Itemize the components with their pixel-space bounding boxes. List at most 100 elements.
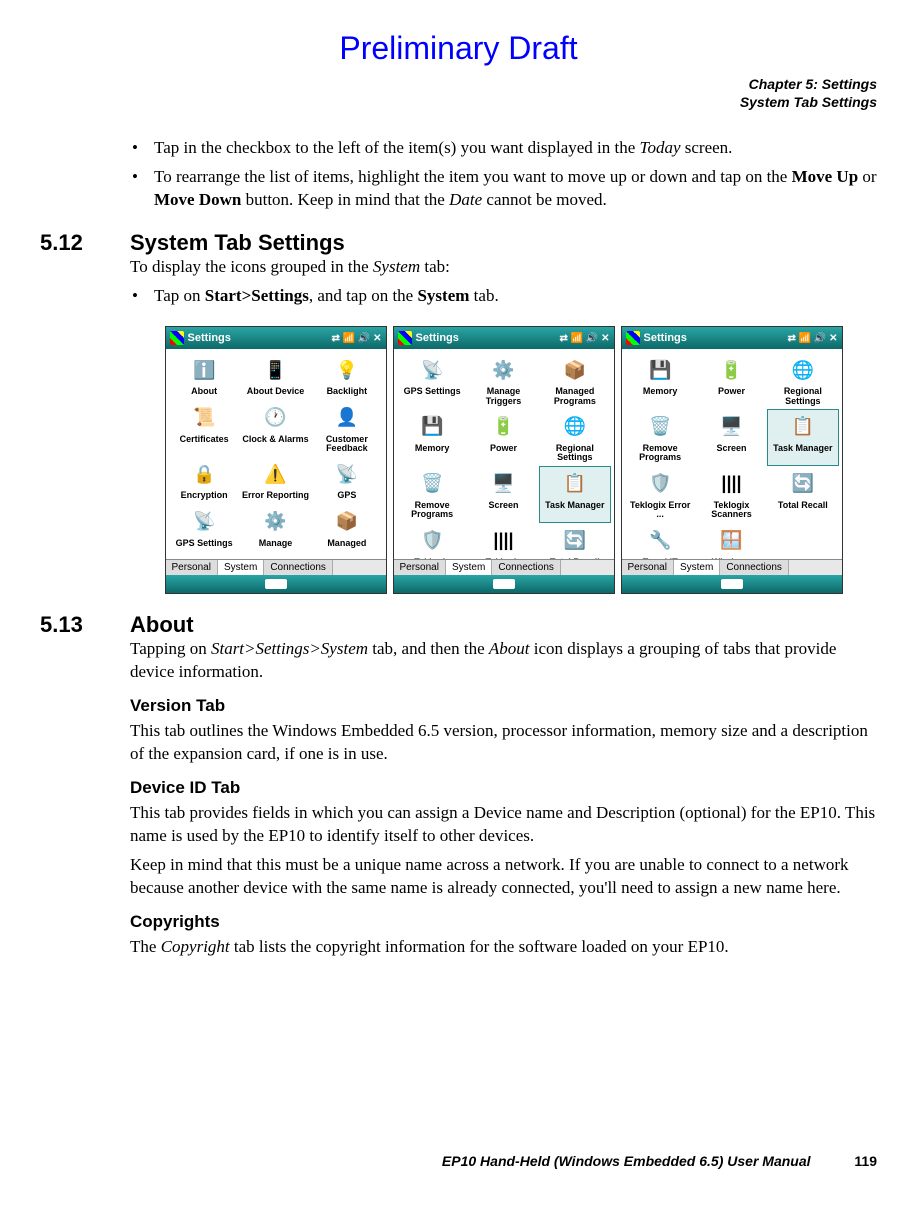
settings-icon-item[interactable]: 👤Customer Feedback	[312, 401, 381, 456]
icon-label: Regional Settings	[540, 444, 609, 463]
tab-connections[interactable]: Connections	[264, 560, 333, 575]
app-icon: ||||	[488, 526, 518, 556]
text-bold: Start>Settings	[205, 286, 309, 305]
settings-icon-item[interactable]: 💾Memory	[626, 353, 695, 408]
bullet-italic: Date	[449, 190, 482, 209]
device-screenshot: Settings⇄ 📶 🔊 ✕ 💾Memory🔋Power🌐Regional Se…	[621, 326, 843, 594]
settings-icon-item[interactable]: ||||Teklogix Scanners	[697, 467, 766, 522]
keyboard-icon[interactable]	[721, 579, 743, 589]
settings-icon-item[interactable]: 📦 Managed Programs	[540, 353, 609, 408]
tab-personal[interactable]: Personal	[394, 560, 446, 575]
app-icon	[788, 526, 818, 556]
settings-icon-item[interactable]: 📜Certificates	[170, 401, 239, 456]
bullet-bold: Move Up	[792, 167, 859, 186]
settings-icon-item[interactable]: 🛡️Teklogix Error ...	[626, 467, 695, 522]
window-title: Settings	[416, 332, 459, 344]
settings-icon-item[interactable]: 🕐Clock & Alarms	[241, 401, 310, 456]
icon-label: Manage Triggers	[469, 387, 538, 406]
window-titlebar: Settings⇄ 📶 🔊 ✕	[622, 327, 842, 349]
settings-icon-item[interactable]: 🖥️Screen	[697, 410, 766, 465]
settings-icon-item[interactable]: 🪟Windows Update	[697, 524, 766, 559]
icon-label: Regional Settings	[768, 387, 837, 406]
settings-icon-item[interactable]: 💾Memory	[398, 410, 467, 465]
bullet-item: Tap on Start>Settings, and tap on the Sy…	[130, 285, 877, 308]
tab-connections[interactable]: Connections	[492, 560, 561, 575]
app-icon: 🌐	[560, 412, 590, 442]
bottom-bar	[622, 575, 842, 593]
settings-icon-item[interactable]: 📡GPS	[312, 457, 381, 502]
tab-personal[interactable]: Personal	[166, 560, 218, 575]
settings-icon-item[interactable]: 📡GPS Settings	[170, 505, 239, 550]
settings-icon-item[interactable]: ⚠️Error Reporting	[241, 457, 310, 502]
settings-icon-item[interactable]: 🗑️Remove Programs	[626, 410, 695, 465]
settings-icon-item[interactable]: 🛡️Teklogix	[398, 524, 467, 559]
icon-label: Teklogix Error ...	[626, 501, 695, 520]
app-icon: ⚙️	[260, 507, 290, 537]
text-italic: Copyright	[161, 937, 230, 956]
tab-connections[interactable]: Connections	[720, 560, 789, 575]
tab-system[interactable]: System	[218, 560, 264, 575]
app-icon: 📋	[560, 469, 590, 499]
icon-label: Certificates	[180, 435, 229, 444]
icon-label: Managed Programs	[540, 387, 609, 406]
bullet-text: Tap in the checkbox to the left of the i…	[154, 138, 640, 157]
settings-icon-item[interactable]: ||||Teklogix	[469, 524, 538, 559]
settings-icon-item[interactable]: 🌐 Regional Settings	[540, 410, 609, 465]
tab-system[interactable]: System	[674, 560, 720, 575]
settings-icon-item[interactable]: 🔒Encryption	[170, 457, 239, 502]
app-icon: 📦	[560, 355, 590, 385]
section-title: System Tab Settings	[130, 230, 345, 256]
keyboard-icon[interactable]	[493, 579, 515, 589]
app-icon: 📡	[189, 507, 219, 537]
icon-label: Customer Feedback	[312, 435, 381, 454]
settings-icon-item[interactable]: 🌐Regional Settings	[768, 353, 837, 408]
bullet-text: button. Keep in mind that the	[241, 190, 449, 209]
icon-label: Memory	[643, 387, 678, 396]
window-title: Settings	[188, 332, 231, 344]
keyboard-icon[interactable]	[265, 579, 287, 589]
settings-icon-item[interactable]: 🔋Power	[469, 410, 538, 465]
settings-icon-item[interactable]: 🖥️Screen	[469, 467, 538, 522]
app-icon: 💡	[332, 355, 362, 385]
app-icon: 📱	[260, 355, 290, 385]
settings-icon-item[interactable]: 📦Managed	[312, 505, 381, 550]
settings-icon-item[interactable]: 🗑️Remove Programs	[398, 467, 467, 522]
icon-label: Teklogix Scanners	[697, 501, 766, 520]
bottom-bar	[166, 575, 386, 593]
settings-icon-item[interactable]: 📱About Device	[241, 353, 310, 398]
settings-icon-item[interactable]: 📋Task Manager	[768, 410, 837, 465]
icon-label: About	[191, 387, 217, 396]
windows-logo-icon	[626, 331, 640, 345]
settings-icon-item[interactable]	[768, 524, 837, 559]
icon-grid: 📡GPS Settings ⚙️ Manage Triggers 📦 Managed P…	[398, 353, 610, 559]
settings-icon-item[interactable]: 💡Backlight	[312, 353, 381, 398]
settings-icon-item[interactable]: ℹ️About	[170, 353, 239, 398]
section-bullets: Tap on Start>Settings, and tap on the Sy…	[130, 285, 877, 308]
icon-label: Power	[490, 444, 517, 453]
settings-icon-item[interactable]: 🔧TweakIT Settings	[626, 524, 695, 559]
settings-icon-item[interactable]: 🔄Total Recall	[768, 467, 837, 522]
icon-label: Windows Update	[697, 558, 766, 559]
bullet-item: Tap in the checkbox to the left of the i…	[130, 137, 877, 160]
icon-label: GPS Settings	[404, 387, 461, 396]
bottom-bar	[394, 575, 614, 593]
tab-system[interactable]: System	[446, 560, 492, 575]
settings-icon-item[interactable]: 🔋Power	[697, 353, 766, 408]
settings-icon-item[interactable]: 📡GPS Settings	[398, 353, 467, 408]
icon-grid: 💾Memory🔋Power🌐Regional Settings 🗑️Remove …	[626, 353, 838, 559]
settings-icon-item[interactable]: ⚙️Manage	[241, 505, 310, 550]
tab-personal[interactable]: Personal	[622, 560, 674, 575]
text: The	[130, 937, 161, 956]
settings-icon-item[interactable]: 🔄Total Recall	[540, 524, 609, 559]
bullet-text: To rearrange the list of items, highligh…	[154, 167, 792, 186]
settings-icon-item[interactable]: 📋Task Manager	[540, 467, 609, 522]
settings-icon-item[interactable]: ⚙️ Manage Triggers	[469, 353, 538, 408]
icon-label: Managed	[327, 539, 366, 548]
text: Tapping on	[130, 639, 211, 658]
app-icon: 🗑️	[645, 412, 675, 442]
icon-label: Screen	[488, 501, 518, 510]
app-icon: 🔒	[189, 459, 219, 489]
app-icon: ⚙️	[488, 355, 518, 385]
section-number: 5.13	[40, 612, 130, 638]
text-italic: Start>Settings>System	[211, 639, 368, 658]
